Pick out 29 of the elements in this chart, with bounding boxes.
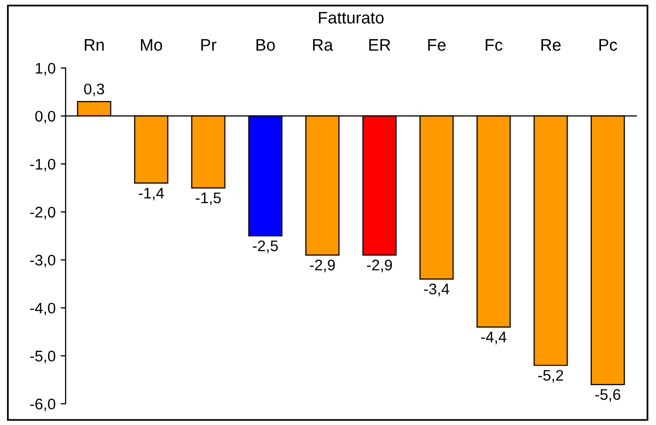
data-label: -2,5 <box>252 240 278 254</box>
x-tick-label: Pc <box>599 39 618 51</box>
y-tick-label: 1,0 <box>36 62 56 76</box>
data-label: -4,4 <box>481 332 506 344</box>
data-label: -3,4 <box>424 284 450 296</box>
x-tick-label: ER <box>369 39 390 51</box>
y-tick-label: -1,0 <box>30 158 56 172</box>
y-tick-label: -5,0 <box>30 350 56 364</box>
y-tick-label: -6,0 <box>30 398 56 412</box>
y-tick-label: -3,0 <box>30 254 56 268</box>
y-tick-label: -2,0 <box>30 206 56 220</box>
data-label: -2,9 <box>367 260 392 272</box>
y-tick-label: -4,0 <box>30 302 56 316</box>
chart-title: Fatturato <box>318 12 384 24</box>
x-tick-label: Rn <box>84 39 104 51</box>
data-label: -2,9 <box>310 260 335 272</box>
x-tick-label: Mo <box>141 39 162 51</box>
x-tick-label: Fe <box>428 39 446 51</box>
data-label: -5,6 <box>595 389 620 402</box>
x-tick-label: Fc <box>486 39 502 51</box>
x-tick-label: Pr <box>201 39 216 51</box>
y-tick-label: 0,0 <box>35 110 56 124</box>
data-label: -1,4 <box>138 188 164 200</box>
data-label: 0,3 <box>84 84 104 96</box>
data-label: -5,2 <box>538 370 564 383</box>
data-label: -1,5 <box>196 192 221 206</box>
x-tick-label: Bo <box>256 39 275 51</box>
x-tick-label: Re <box>541 39 561 51</box>
x-tick-label: Ra <box>313 39 334 51</box>
